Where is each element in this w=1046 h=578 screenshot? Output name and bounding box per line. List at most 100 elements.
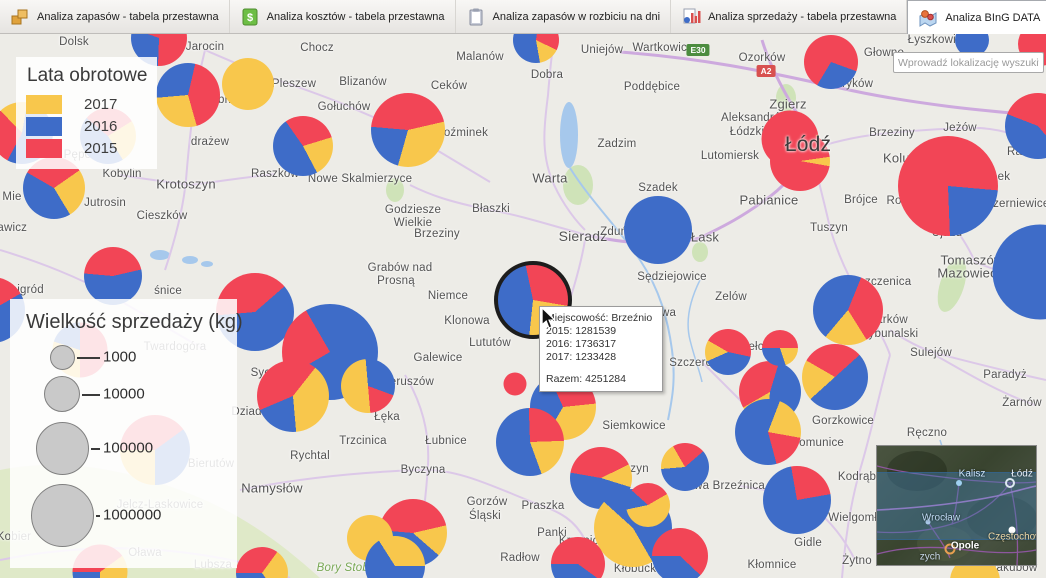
tab-label: Analiza BInG DATA [945,11,1041,24]
tab-analiza-zapasow-przestawna[interactable]: Analiza zapasów - tabela przestawna [0,0,230,33]
legend-color-swatch [26,95,62,114]
map-label: Prosną [377,275,415,287]
tab-analiza-zapasow-dni[interactable]: Analiza zapasów w rozbiciu na dni [456,0,672,33]
map-label: Byczyna [400,464,446,476]
tooltip-row: 2016: 1736317 [546,338,617,350]
legend-year-row: 2017 [26,95,117,114]
map-label: drażew [190,136,230,148]
size-legend-tick [90,448,100,450]
pie-marker[interactable] [222,58,274,110]
map-label: Lutomiersk [700,150,760,162]
pie-marker[interactable] [273,116,333,176]
size-legend-tick [95,515,100,517]
map-label: Śląski [469,510,501,522]
mouse-cursor [540,306,558,335]
map-label: Gidle [794,537,822,549]
size-legend-circle [30,483,94,547]
legend-title: Wielkość sprzedaży (kg) [26,311,243,333]
map-label: Kodrąb [837,471,877,483]
tab-bar: Analiza zapasów - tabela przestawna $ An… [0,0,1046,34]
pie-marker[interactable] [735,399,801,465]
map-label: Brzeziny [869,127,915,139]
map-label: Krotoszyn [156,176,216,192]
map-label: Jarocin [185,41,225,53]
pie-marker[interactable] [652,528,708,578]
size-legend-circle [44,376,80,412]
dollar-book-icon: $ [242,8,258,25]
pie-marker[interactable] [705,329,751,375]
overview-minimap[interactable]: Kalisz Łódź Wrocław Częstochowa Opole zych [876,445,1037,566]
pie-marker[interactable] [503,372,527,396]
map-label: Panki [537,527,567,539]
pie-marker[interactable] [804,35,858,89]
map-label: Wartkowice [632,42,694,54]
map-label: Gorzów [466,496,508,508]
minimap-terrain [917,526,972,561]
map-label: Tomaszów [940,252,1004,268]
pie-marker[interactable] [898,136,998,236]
map-label: Radłow [500,552,540,564]
tab-analiza-bing-data[interactable]: Analiza BInG DATA [907,0,1046,34]
map-label: Sulejów [910,347,952,359]
pie-marker[interactable] [813,275,883,345]
map-pins-icon [919,9,937,27]
map-label: Pleszew [271,78,317,90]
pie-marker[interactable] [84,247,142,305]
pie-marker[interactable] [763,466,831,534]
map-label: Pabianice [739,192,799,208]
map-label: Żarnów [1002,397,1042,409]
tab-analiza-kosztow[interactable]: $ Analiza kosztów - tabela przestawna [230,0,456,33]
minimap-city-dot [1005,478,1015,488]
size-legend-circle [35,421,89,475]
minimap-city-dot [944,543,956,555]
map-label: Blizanów [339,76,387,88]
map-label: Łęka [374,411,400,423]
minimap-city-label: Opole [950,540,980,552]
pie-marker[interactable] [661,443,709,491]
tab-label: Analiza zapasów w rozbiciu na dni [492,10,661,23]
legend-year-row: 2015 [26,139,117,158]
pie-marker[interactable] [257,360,329,432]
pie-marker[interactable] [341,359,395,413]
map-label: Paradyż [983,369,1027,381]
size-legend-tick [76,357,100,359]
minimap-city-label: Częstochowa [987,531,1036,543]
legend-sales-volume: Wielkość sprzedaży (kg) 1000 10000 100000 1… [10,299,243,568]
minimap-city-label: Kalisz [958,468,986,480]
legend-title: Lata obrotowe [27,65,148,86]
map-label: Łódzki [729,126,765,138]
map-label: Nowe Skalmierzyce [307,173,413,185]
map-label: Trzcinica [339,435,387,447]
pie-marker[interactable] [365,536,425,578]
map-label: Szadek [638,182,678,194]
pie-marker[interactable] [626,483,670,527]
pie-marker[interactable] [762,330,798,366]
pie-marker[interactable] [551,537,605,578]
map-label: Jutrosin [84,197,126,209]
minimap-city-label: Łódź [1011,468,1033,480]
pie-marker[interactable] [156,63,220,127]
location-search-input[interactable] [893,52,1044,73]
pie-marker[interactable] [770,131,830,191]
map-label: Rychtal [290,450,330,462]
map-tooltip: Miejscowość: Brzeźnio 2015: 1281539 2016:… [539,306,663,392]
size-legend-label: 10000 [103,385,145,403]
pie-marker[interactable] [624,196,692,264]
map-label: Łyszkowice [907,34,969,46]
map-label: Rawicz [0,222,28,234]
road-shield-badge: A2 [756,65,776,77]
legend-fiscal-years: Lata obrotowe 2017 2016 2015 [16,57,157,169]
map-label: Zelów [715,291,747,303]
pie-marker[interactable] [496,408,564,476]
map-label: Sędziejowice [637,271,707,283]
map-label: Cieszków [136,210,188,222]
map-label: Tuszyn [810,222,848,234]
size-legend-label: 1000000 [103,506,162,524]
pie-marker[interactable] [802,344,868,410]
pie-marker[interactable] [371,93,445,167]
map-label: Godziesze [384,204,442,216]
map-label: Grabów nad [367,262,433,274]
tab-analiza-sprzedazy[interactable]: Analiza sprzedaży - tabela przestawna [671,0,908,33]
map-label: Galewice [413,352,463,364]
map-label: Ręczno [906,427,948,439]
